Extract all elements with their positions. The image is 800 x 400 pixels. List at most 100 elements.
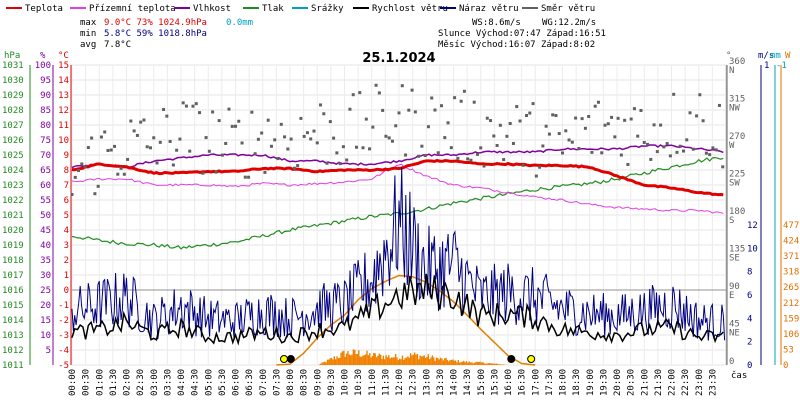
- wind-direction-point: [485, 116, 489, 120]
- tick-label-hpa: 1027: [2, 121, 24, 131]
- solar-intensity-bar: [430, 357, 432, 365]
- solar-intensity-bar: [488, 363, 491, 365]
- wind-direction-point: [420, 144, 424, 148]
- wind-direction-point: [184, 104, 188, 108]
- solar-intensity-bar: [411, 355, 413, 365]
- wind-direction-point: [505, 134, 509, 138]
- solar-intensity-bar: [426, 356, 428, 365]
- tick-label-pct: 100: [35, 61, 51, 71]
- wind-direction-point: [711, 146, 715, 150]
- tick-label-dir: 135: [729, 245, 745, 255]
- tick-label-degc: 6: [64, 196, 69, 206]
- solar-intensity-bar: [384, 359, 386, 365]
- tick-label-pct: 10: [40, 331, 51, 341]
- tick-label-x: 07:00: [259, 369, 269, 396]
- wind-direction-point: [636, 134, 640, 138]
- solar-intensity-bar: [367, 355, 370, 365]
- tick-label-pct: 25: [40, 286, 51, 296]
- solar-intensity-bar: [418, 359, 420, 365]
- legend-srazky: Srážky: [311, 4, 344, 14]
- tick-label-dir: 270: [729, 132, 745, 142]
- solar-intensity-bar: [386, 357, 389, 365]
- tick-label-hpa: 1026: [2, 136, 24, 146]
- solar-intensity-bar: [404, 357, 406, 365]
- sunset-marker: [527, 355, 536, 363]
- tick-label-w: 424: [783, 237, 799, 247]
- solar-intensity-bar: [499, 364, 502, 365]
- wind-direction-point: [119, 166, 123, 170]
- solar-intensity-bar: [362, 355, 364, 365]
- wind-direction-point: [547, 132, 551, 136]
- solar-intensity-bar: [393, 357, 395, 365]
- stat-moon: Měsíc Východ:16:07 Západ:8:02: [438, 40, 595, 50]
- wind-direction-point: [623, 118, 627, 122]
- wind-direction-point: [165, 114, 169, 118]
- wind-direction-point: [145, 145, 149, 149]
- solar-intensity-bar: [360, 356, 363, 365]
- solar-intensity-bar: [494, 363, 496, 365]
- tick-label-degc: -1: [58, 301, 69, 311]
- tick-label-x: 05:30: [218, 369, 228, 396]
- tick-label-pct: 50: [40, 211, 51, 221]
- wind-direction-point: [292, 166, 296, 170]
- tick-label-pct: 70: [40, 151, 51, 161]
- solar-intensity-bar: [422, 356, 424, 365]
- solar-intensity-bar: [407, 356, 409, 365]
- solar-intensity-bar: [483, 363, 485, 365]
- wind-direction-point: [188, 149, 192, 153]
- tick-label-w: 318: [783, 268, 799, 278]
- solar-intensity-bar: [388, 355, 390, 365]
- solar-intensity-bar: [495, 363, 498, 365]
- wind-direction-point: [283, 135, 287, 139]
- legend: Teplota Přízemní teplota Vlhkost Tlak Sr…: [6, 4, 595, 14]
- tick-label-x: 03:00: [150, 369, 160, 396]
- solar-intensity-bar: [379, 354, 382, 365]
- wind-direction-point: [83, 165, 87, 169]
- wind-direction-point: [430, 96, 434, 100]
- wind-direction-point: [315, 141, 319, 145]
- wind-direction-point: [247, 175, 251, 179]
- tick-label-hpa: 1014: [2, 316, 24, 326]
- solar-intensity-bar: [375, 357, 378, 365]
- tick-label-x: 00:30: [82, 369, 92, 396]
- wind-direction-point: [678, 144, 682, 148]
- tick-label-ms: 0: [747, 361, 752, 371]
- tick-label-x: 17:00: [531, 369, 541, 396]
- wind-direction-point: [596, 100, 600, 104]
- tick-label-degc: 4: [64, 226, 69, 236]
- tick-label-x: 06:30: [245, 369, 255, 396]
- tick-label-ms: 12: [747, 221, 758, 231]
- wind-direction-point: [129, 119, 133, 123]
- wind-direction-point: [348, 107, 352, 111]
- tick-label-degc: 8: [64, 166, 69, 176]
- wind-direction-point: [613, 135, 617, 139]
- wind-direction-point: [704, 151, 708, 155]
- tick-label-pct: 80: [40, 121, 51, 131]
- wind-direction-point: [528, 111, 532, 115]
- tick-label-hpa: 1031: [2, 61, 24, 71]
- wind-direction-point: [502, 158, 506, 162]
- axis-ms-top: 1: [764, 61, 769, 71]
- tick-label-degc: 10: [58, 136, 69, 146]
- solar-intensity-bar: [330, 358, 333, 365]
- solar-intensity-bar: [408, 357, 410, 365]
- wind-direction-point: [443, 136, 447, 140]
- tick-label-hpa: 1018: [2, 256, 24, 266]
- solar-intensity-bar: [354, 349, 356, 365]
- wind-direction-point: [515, 105, 519, 109]
- tick-label-degc: 9: [64, 151, 69, 161]
- solar-intensity-bar: [329, 358, 331, 365]
- wind-direction-point: [525, 114, 529, 118]
- solar-intensity-bar: [326, 359, 329, 365]
- wind-direction-point: [449, 146, 453, 150]
- wind-direction-point: [299, 116, 303, 120]
- solar-intensity-bar: [333, 356, 335, 365]
- wind-direction-point: [508, 121, 512, 125]
- tick-label-degc: 5: [64, 211, 69, 221]
- tick-label-hpa: 1022: [2, 196, 24, 206]
- wind-direction-point: [237, 119, 241, 123]
- wind-direction-point: [583, 126, 587, 130]
- wind-direction-point: [652, 123, 656, 127]
- wind-direction-point: [681, 149, 685, 153]
- solar-intensity-bar: [328, 359, 330, 365]
